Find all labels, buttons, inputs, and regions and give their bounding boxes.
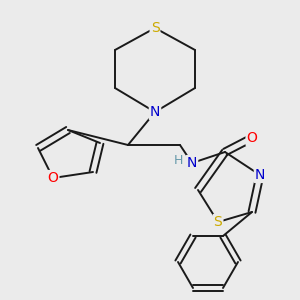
Text: H: H bbox=[173, 154, 183, 167]
Text: N: N bbox=[255, 168, 265, 182]
Text: S: S bbox=[214, 215, 222, 229]
Text: N: N bbox=[187, 156, 197, 170]
Text: O: O bbox=[247, 131, 257, 145]
Text: S: S bbox=[151, 21, 159, 35]
Text: N: N bbox=[150, 105, 160, 119]
Text: O: O bbox=[48, 171, 58, 185]
